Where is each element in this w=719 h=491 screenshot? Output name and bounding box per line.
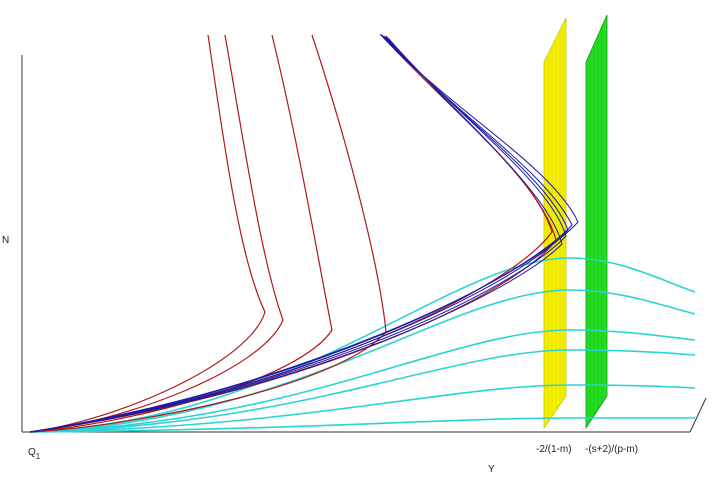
origin-label-subscript: 1 [36, 452, 41, 461]
axes [21, 55, 707, 433]
origin-label: Q1 [28, 447, 41, 461]
green-plane [585, 14, 608, 430]
blue-trajectories [29, 33, 579, 433]
plane-2-label: -(s+2)/(p-m) [585, 444, 638, 455]
cyan-trajectories [29, 257, 696, 433]
origin-label-text: Q [28, 447, 36, 458]
z-axis-label: N [2, 235, 9, 246]
x-axis-label: Y [488, 464, 495, 475]
yellow-plane [543, 17, 567, 430]
plane-1-label: -2/(1-m) [536, 444, 572, 455]
